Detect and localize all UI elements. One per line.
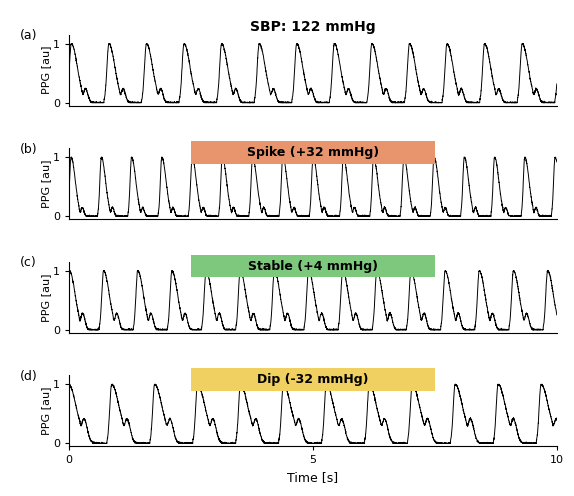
Title: SBP: 122 mmHg: SBP: 122 mmHg: [250, 19, 375, 34]
FancyBboxPatch shape: [191, 369, 435, 391]
Text: Stable (+4 mmHg): Stable (+4 mmHg): [248, 259, 378, 273]
Text: (d): (d): [20, 370, 38, 383]
Text: (c): (c): [20, 256, 37, 269]
Y-axis label: PPG [au]: PPG [au]: [41, 160, 52, 208]
Text: Dip (-32 mmHg): Dip (-32 mmHg): [257, 373, 369, 386]
Text: (b): (b): [20, 143, 38, 156]
Text: Spike (+32 mmHg): Spike (+32 mmHg): [247, 146, 379, 159]
Y-axis label: PPG [au]: PPG [au]: [41, 387, 52, 435]
X-axis label: Time [s]: Time [s]: [287, 471, 339, 484]
Text: (a): (a): [20, 29, 37, 42]
Y-axis label: PPG [au]: PPG [au]: [41, 273, 52, 321]
FancyBboxPatch shape: [191, 141, 435, 164]
Y-axis label: PPG [au]: PPG [au]: [41, 46, 52, 94]
FancyBboxPatch shape: [191, 255, 435, 277]
